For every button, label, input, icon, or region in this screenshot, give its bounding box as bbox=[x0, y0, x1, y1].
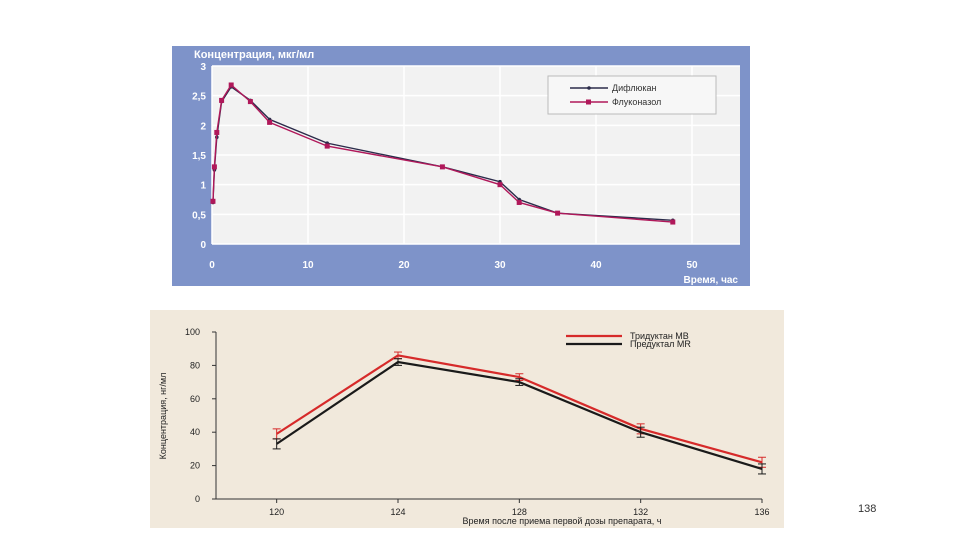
chart1-point bbox=[228, 82, 234, 88]
chart2-error-bar bbox=[515, 378, 524, 386]
chart1-y-tick: 2,5 bbox=[192, 92, 206, 103]
chart1-point bbox=[439, 164, 445, 170]
chart1-x-tick: 40 bbox=[590, 260, 602, 271]
chart1-legend-box bbox=[547, 75, 717, 115]
chart2-legend-label: Тридуктан МВ bbox=[630, 331, 689, 341]
chart2-y-tick: 60 bbox=[190, 394, 200, 404]
chart2-y-tick: 40 bbox=[190, 427, 200, 437]
chart2-legend-label: Предуктал МR bbox=[630, 339, 691, 349]
chart1-point bbox=[324, 143, 330, 149]
chart2-x-tick: 120 bbox=[269, 507, 284, 517]
chart1-x-tick: 50 bbox=[686, 260, 698, 271]
chart2-y-tick: 100 bbox=[185, 327, 200, 337]
chart1-x-axis-title: Время, час bbox=[684, 275, 739, 286]
chart1-legend-label: Дифлюкан bbox=[612, 83, 656, 93]
chart1-y-tick: 1,5 bbox=[192, 151, 206, 162]
chart1-y-tick: 0 bbox=[200, 240, 206, 251]
chart1-point bbox=[214, 129, 220, 135]
chart1-point bbox=[247, 99, 253, 105]
chart1-point bbox=[516, 199, 522, 205]
chart1-y-tick: 0,5 bbox=[192, 210, 206, 221]
chart2-error-bar bbox=[272, 438, 281, 450]
chart1-legend-label: Флуконазол bbox=[612, 97, 661, 107]
chart-triductan-preductal: 0 20 40 60 80 100 120 124 128 132 136 Время после п… bbox=[150, 310, 784, 528]
chart1-point bbox=[555, 210, 561, 216]
chart1-legend-marker bbox=[587, 86, 591, 90]
chart1-y-tick: 1 bbox=[200, 181, 206, 192]
chart1-x-tick: 30 bbox=[494, 260, 506, 271]
chart2-error-bar bbox=[272, 428, 281, 440]
chart2-x-tick: 124 bbox=[390, 507, 405, 517]
slide-number: 138 bbox=[858, 503, 877, 515]
chart1-y-axis-title: Концентрация, мкг/мл bbox=[194, 49, 314, 61]
chart1-legend-marker bbox=[586, 99, 591, 105]
chart1-point bbox=[497, 182, 503, 188]
chart2-error-bar bbox=[394, 358, 402, 366]
chart2-y-axis-title: Концентрация, нг/мл bbox=[158, 373, 168, 460]
chart-difflucan-fluconazole: 0 0,5 1 1,5 2 2,5 3 0 10 20 30 40 50 Концентрация, мк… bbox=[172, 46, 750, 286]
chart2-svg: 0 20 40 60 80 100 120 124 128 132 136 Время после п… bbox=[158, 327, 770, 526]
chart1-x-tick: 0 bbox=[209, 260, 215, 271]
chart2-x-axis-title: Время после приема первой дозы препарата… bbox=[463, 516, 662, 526]
chart1-y-tick: 3 bbox=[200, 62, 206, 73]
chart2-x-tick: 132 bbox=[633, 507, 648, 517]
chart1-legend: Дифлюкан Флуконазол bbox=[547, 75, 717, 115]
chart1-point bbox=[219, 97, 225, 103]
chart2-error-bar bbox=[758, 463, 766, 475]
chart1-point bbox=[210, 198, 216, 204]
chart2-y-tick: 0 bbox=[195, 494, 200, 504]
chart1-x-tick: 10 bbox=[302, 260, 314, 271]
chart2-x-tick: 136 bbox=[754, 507, 769, 517]
chart1-point bbox=[211, 164, 217, 170]
chart2-x-tick: 128 bbox=[512, 507, 527, 517]
chart1-point bbox=[267, 119, 273, 125]
chart2-error-bar bbox=[636, 426, 645, 438]
chart1-y-tick: 2 bbox=[200, 121, 206, 132]
chart2-y-tick: 80 bbox=[190, 360, 200, 370]
chart1-point bbox=[670, 219, 676, 225]
chart1-x-tick: 20 bbox=[398, 260, 410, 271]
chart2-y-tick: 20 bbox=[190, 461, 200, 471]
